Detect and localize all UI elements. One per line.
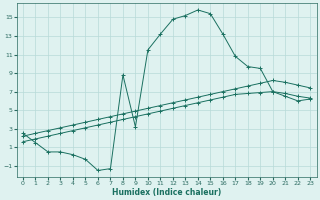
X-axis label: Humidex (Indice chaleur): Humidex (Indice chaleur): [112, 188, 221, 197]
